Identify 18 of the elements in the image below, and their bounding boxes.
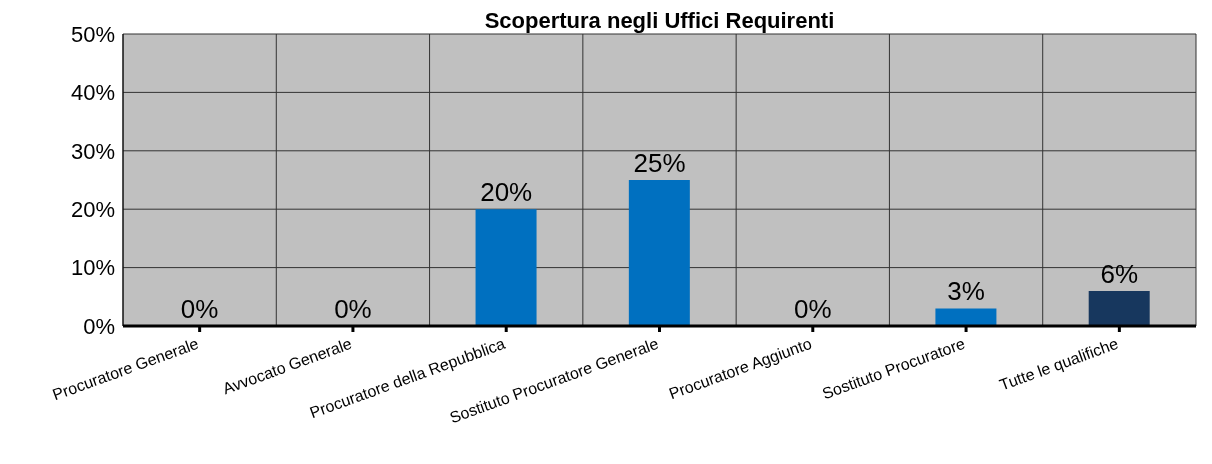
data-label: 6% xyxy=(1100,258,1139,289)
y-tick-label: 50% xyxy=(70,21,115,47)
bar xyxy=(628,180,690,326)
data-label: 20% xyxy=(480,177,533,208)
y-tick-label: 20% xyxy=(70,197,115,223)
bar xyxy=(1088,290,1150,326)
data-label: 3% xyxy=(947,276,985,307)
chart-title: Scopertura negli Uffici Requirenti xyxy=(484,8,835,33)
y-tick-label: 30% xyxy=(70,138,115,164)
bar xyxy=(475,209,537,326)
data-label: 25% xyxy=(633,148,686,178)
y-tick-label: 10% xyxy=(70,255,115,281)
data-label: 0% xyxy=(794,294,832,324)
data-label: 0% xyxy=(180,294,219,324)
y-tick-label: 40% xyxy=(70,80,115,106)
bar xyxy=(935,308,997,326)
data-label: 0% xyxy=(334,294,372,324)
y-tick-label: 0% xyxy=(83,313,115,339)
